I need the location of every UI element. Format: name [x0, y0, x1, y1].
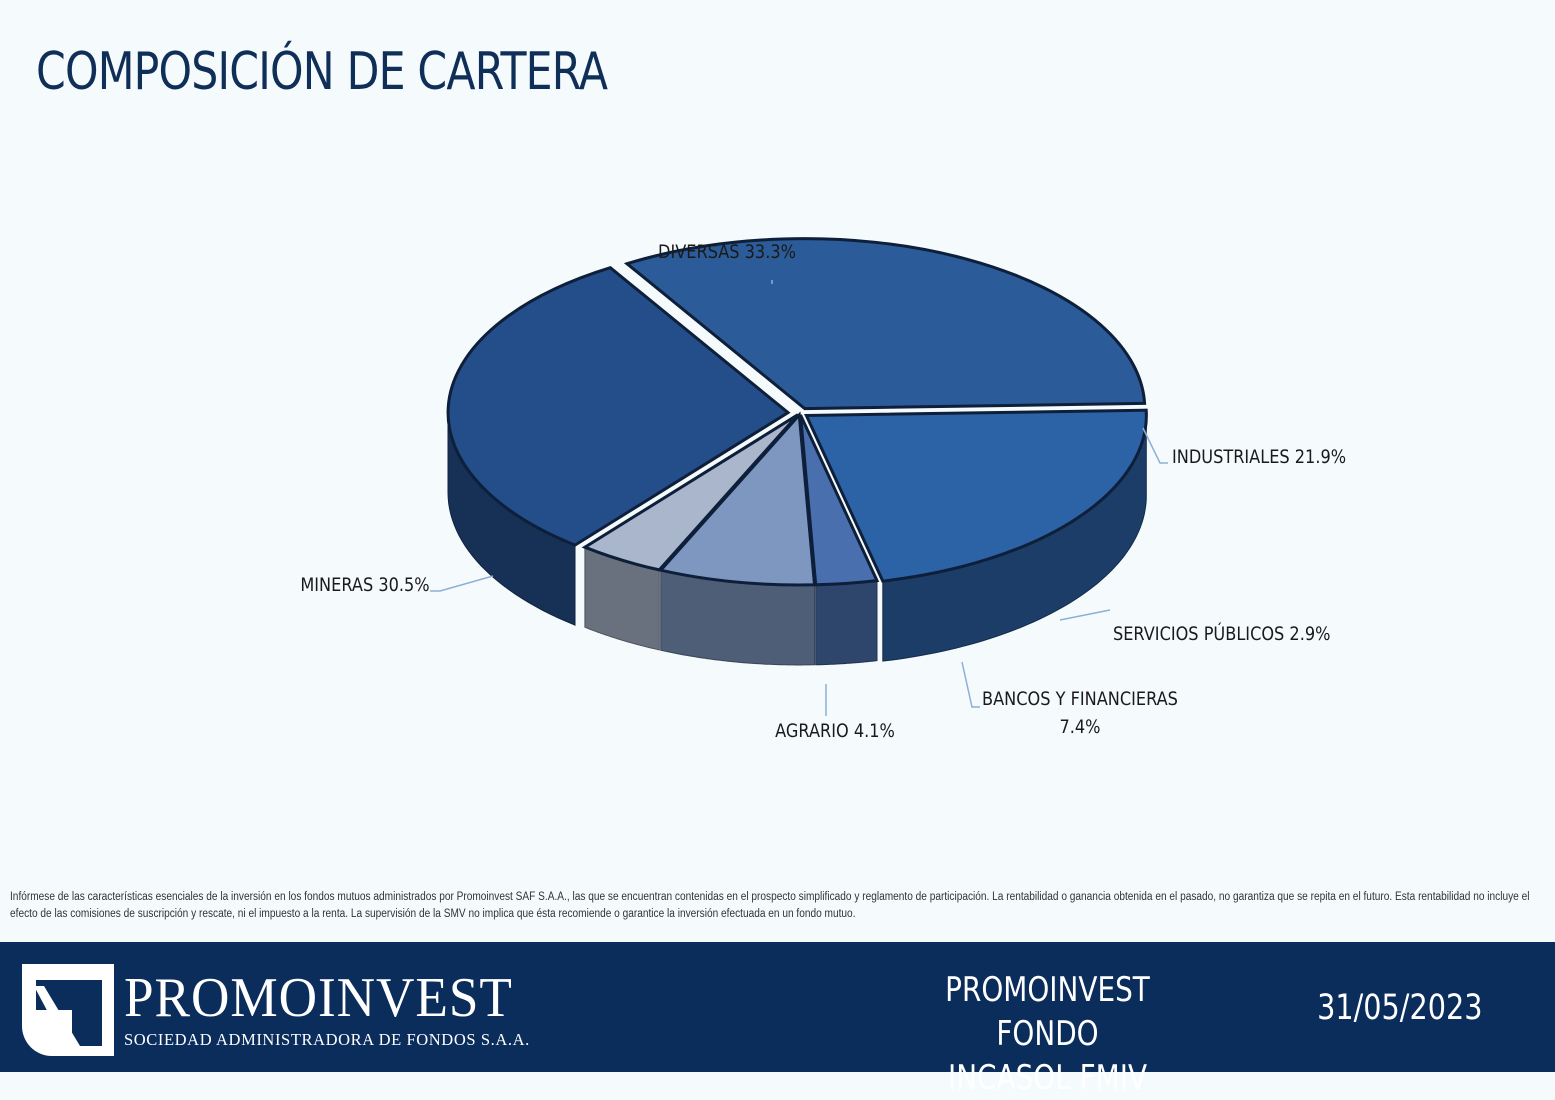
slice-label-0: DIVERSAS 33.3% — [658, 242, 796, 264]
fund-name-line1: PROMOINVEST FONDO — [945, 970, 1150, 1054]
leader-line-2 — [1059, 609, 1111, 621]
leader-line-1 — [1142, 427, 1168, 464]
slice-label-4: AGRARIO 4.1% — [775, 721, 895, 743]
pie-slice-1 — [804, 408, 1148, 583]
page-title: COMPOSICIÓN DE CARTERA — [36, 42, 608, 102]
report-date: 31/05/2023 — [1317, 988, 1483, 1028]
promoinvest-logo — [22, 964, 114, 1056]
company-name: PROMOINVEST — [124, 967, 513, 1029]
pie-slice-5 — [446, 266, 791, 547]
slice-label-2: SERVICIOS PÚBLICOS 2.9% — [1113, 622, 1330, 646]
slice-label-5: MINERAS 30.5% — [300, 575, 429, 597]
company-tagline: SOCIEDAD ADMINISTRADORA DE FONDOS S.A.A. — [124, 1030, 530, 1049]
slice-label-3: BANCOS Y FINANCIERAS — [982, 689, 1178, 711]
pie-slice-4 — [581, 413, 800, 572]
fund-name-line2: INCASOL FMIV — [947, 1058, 1148, 1098]
disclaimer-text: Infórmese de las características esencia… — [10, 891, 1530, 920]
slice-label-3-value: 7.4% — [1059, 717, 1100, 739]
footer-bar: PROMOINVEST SOCIEDAD ADMINISTRADORA DE F… — [0, 942, 1555, 1098]
slice-label-1: INDUSTRIALES 21.9% — [1172, 447, 1346, 469]
pie-slice-3 — [657, 411, 817, 587]
logo-mark-icon — [34, 980, 102, 1046]
pie-slice-0 — [623, 237, 1147, 411]
pie-chart: DIVERSAS 33.3% INDUSTRIALES 21.9% SERVICIO… — [300, 237, 1346, 743]
fund-name: PROMOINVEST FONDO INCASOL FMIV — [910, 968, 1185, 1100]
pie-slice-side-2 — [815, 580, 878, 666]
leader-line-3 — [961, 661, 980, 708]
leader-line-5 — [430, 575, 494, 592]
